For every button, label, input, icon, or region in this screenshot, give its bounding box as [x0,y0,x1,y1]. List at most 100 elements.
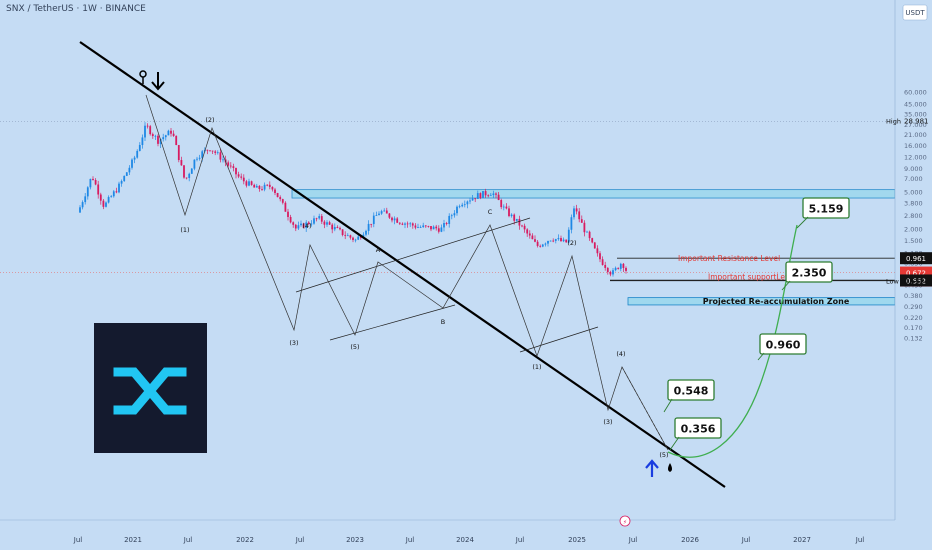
candle [552,240,555,242]
candle [619,263,622,269]
target-connector [796,216,809,229]
candle [138,145,141,151]
candle [198,157,201,159]
wave-label: (1) [180,226,189,234]
candle [107,197,110,203]
candle [141,137,144,146]
target-label: 0.548 [674,385,709,398]
candle [216,152,219,154]
target-box [785,261,833,283]
candle [404,223,406,225]
candle [463,204,466,206]
candle [380,211,383,214]
price-tick-label: 0.220 [904,314,923,322]
candle [461,204,464,207]
candle [593,242,596,249]
candle [419,227,422,228]
price-tick-label: 0.290 [904,303,923,311]
candle [523,225,526,230]
price-label-caption: High [886,117,901,125]
price-tick-label: 3.800 [904,199,923,207]
candle [388,213,391,218]
candle [315,218,318,220]
wave-label: (5) [350,343,359,351]
candle [185,177,188,179]
candle [596,248,599,254]
candle [157,135,159,144]
grid [0,121,895,282]
candle [196,158,198,160]
candle [497,194,500,201]
candle [567,229,570,243]
candle [131,159,133,168]
candle [263,184,266,190]
time-tick-label: 2026 [681,536,699,544]
candle [313,218,315,224]
candle [583,222,586,233]
candle [219,152,222,160]
time-axis-panel [0,520,895,550]
candle [333,226,336,230]
time-tick-label: 2022 [236,536,254,544]
candle [570,217,573,230]
time-tick-label: 2024 [456,536,474,544]
wave-label: (2) [205,116,214,124]
candle [614,267,617,271]
candle [354,239,357,241]
target-label: 0.960 [766,339,801,352]
candle [443,223,445,228]
candle [266,184,269,186]
down-arrow-icon [151,72,165,91]
candle [349,235,352,238]
candle [294,224,297,229]
target-connector [757,352,765,361]
candles [79,122,627,277]
price-tick-label: 9.000 [904,165,923,173]
target-box [674,417,722,439]
candle [471,198,474,201]
candle [580,219,583,223]
price-tick-label: 0.132 [904,334,923,342]
candle [120,181,123,184]
time-tick-label: 2023 [346,536,364,544]
candle [495,193,497,195]
snx-logo-mark [113,367,187,415]
candle [118,183,120,193]
candle [609,272,612,275]
candle [151,134,154,137]
candle [502,206,505,208]
candle [606,267,609,273]
candle [175,135,178,146]
candle [177,145,180,161]
candle [440,227,443,232]
candle [393,218,396,221]
projection-wave [621,366,669,451]
candle [531,235,534,240]
candle [336,226,339,228]
time-tick-label: Jul [73,536,83,544]
candle [383,210,386,212]
candle [482,191,484,198]
candle [515,218,518,221]
candle [250,181,253,185]
candle [554,239,557,241]
candle [240,176,243,178]
candle [456,206,458,214]
candle [557,238,560,240]
candle [586,231,588,233]
wave-label: (4) [302,222,311,230]
candle [102,200,105,207]
candle [328,222,331,225]
price-label: 0.548 [904,278,924,286]
candle [622,263,625,268]
candle [489,194,492,196]
candle [318,216,321,219]
candle [391,217,393,221]
last-price-label: 0.672 [906,270,926,278]
candle [427,226,430,227]
candle [110,196,113,198]
candle [105,202,107,207]
candle [253,184,256,188]
